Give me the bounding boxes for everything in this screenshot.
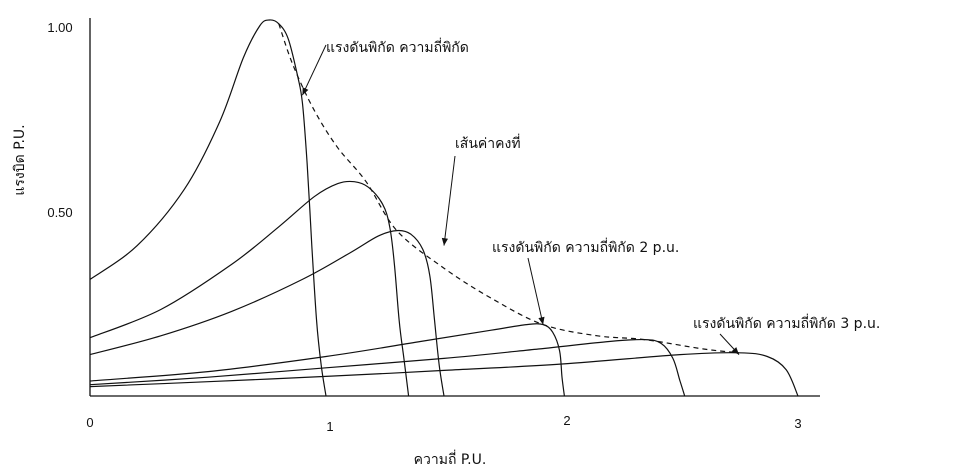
annotation-rated-voltage-3pu: แรงดันพิกัด ความถี่พิกัด 3 p.u. — [693, 314, 880, 332]
annotation-constant-line: เส้นค่าคงที่ — [455, 134, 521, 152]
annotation-arrow-line — [301, 44, 327, 96]
annotation-arrow-line — [443, 155, 456, 246]
annotation-rated-voltage-rated-frequency: แรงดันพิกัด ความถี่พิกัด — [326, 38, 469, 56]
constant-locus-curve — [278, 23, 740, 354]
annotation-3pu-text: แรงดันพิกัด ความถี่พิกัด 3 p.u. — [693, 314, 880, 332]
torque-curve-5 — [89, 338, 686, 397]
x-tick-label: 2 — [563, 413, 570, 428]
torque-curve-6 — [89, 352, 799, 397]
curves-group — [89, 19, 799, 397]
x-tick-label: 3 — [794, 416, 801, 431]
x-tick-label: 1 — [326, 419, 333, 434]
annotation-arrow-head — [538, 316, 545, 325]
y-axis-title: แรงบิด P.U. — [12, 124, 28, 195]
torque-curve-3 — [89, 229, 445, 397]
torque-curve-1 — [89, 19, 327, 397]
annotation-arrow-head — [302, 87, 309, 96]
annotation-2pu-text: แรงดันพิกัด ความถี่พิกัด 2 p.u. — [492, 238, 679, 256]
annotation-arrow-head — [441, 237, 448, 246]
annotation-arrow-line — [527, 257, 544, 325]
torque-curve-2 — [89, 180, 410, 397]
y-tick-label: 1.00 — [47, 20, 72, 35]
torque-curve-4 — [89, 323, 565, 397]
y-tick-label: 0.50 — [47, 205, 72, 220]
annotation-arrows — [301, 44, 740, 355]
annotation-rated-voltage-2pu: แรงดันพิกัด ความถี่พิกัด 2 p.u. — [492, 238, 679, 256]
x-tick-label: 0 — [86, 415, 93, 430]
annotation-arrow-head — [731, 347, 739, 355]
x-axis-title: ความถี่ P.U. — [414, 450, 487, 468]
